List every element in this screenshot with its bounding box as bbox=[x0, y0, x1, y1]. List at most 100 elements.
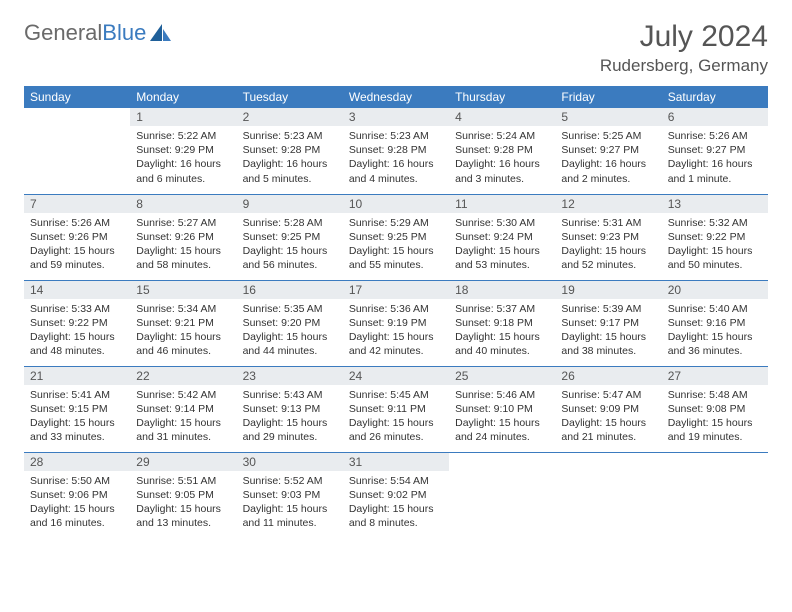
day-number bbox=[24, 108, 130, 112]
daylight-line: Daylight: 15 hours and 58 minutes. bbox=[136, 244, 230, 272]
day-body: Sunrise: 5:43 AMSunset: 9:13 PMDaylight:… bbox=[237, 385, 343, 449]
sunset-line: Sunset: 9:09 PM bbox=[561, 402, 655, 416]
day-number: 14 bbox=[24, 281, 130, 299]
dow-tue: Tuesday bbox=[237, 86, 343, 108]
day-body: Sunrise: 5:50 AMSunset: 9:06 PMDaylight:… bbox=[24, 471, 130, 535]
sunrise-line: Sunrise: 5:43 AM bbox=[243, 388, 337, 402]
day-body: Sunrise: 5:27 AMSunset: 9:26 PMDaylight:… bbox=[130, 213, 236, 277]
day-body: Sunrise: 5:30 AMSunset: 9:24 PMDaylight:… bbox=[449, 213, 555, 277]
calendar-day: 25Sunrise: 5:46 AMSunset: 9:10 PMDayligh… bbox=[449, 366, 555, 452]
calendar-day: 22Sunrise: 5:42 AMSunset: 9:14 PMDayligh… bbox=[130, 366, 236, 452]
day-body: Sunrise: 5:26 AMSunset: 9:27 PMDaylight:… bbox=[662, 126, 768, 190]
day-number bbox=[449, 453, 555, 457]
day-body: Sunrise: 5:36 AMSunset: 9:19 PMDaylight:… bbox=[343, 299, 449, 363]
sunrise-line: Sunrise: 5:47 AM bbox=[561, 388, 655, 402]
daylight-line: Daylight: 15 hours and 16 minutes. bbox=[30, 502, 124, 530]
dow-mon: Monday bbox=[130, 86, 236, 108]
daylight-line: Daylight: 15 hours and 13 minutes. bbox=[136, 502, 230, 530]
daylight-line: Daylight: 16 hours and 5 minutes. bbox=[243, 157, 337, 185]
daylight-line: Daylight: 15 hours and 11 minutes. bbox=[243, 502, 337, 530]
day-number: 5 bbox=[555, 108, 661, 126]
calendar-day: 18Sunrise: 5:37 AMSunset: 9:18 PMDayligh… bbox=[449, 280, 555, 366]
daylight-line: Daylight: 16 hours and 3 minutes. bbox=[455, 157, 549, 185]
sunset-line: Sunset: 9:19 PM bbox=[349, 316, 443, 330]
dow-thu: Thursday bbox=[449, 86, 555, 108]
page-header: GeneralBlue July 2024 Rudersberg, German… bbox=[24, 20, 768, 76]
day-body: Sunrise: 5:52 AMSunset: 9:03 PMDaylight:… bbox=[237, 471, 343, 535]
calendar-day bbox=[24, 108, 130, 194]
day-number: 16 bbox=[237, 281, 343, 299]
sunset-line: Sunset: 9:28 PM bbox=[349, 143, 443, 157]
brand-part2: Blue bbox=[102, 20, 146, 46]
sunset-line: Sunset: 9:22 PM bbox=[30, 316, 124, 330]
sunset-line: Sunset: 9:13 PM bbox=[243, 402, 337, 416]
calendar-day: 13Sunrise: 5:32 AMSunset: 9:22 PMDayligh… bbox=[662, 194, 768, 280]
sunset-line: Sunset: 9:25 PM bbox=[349, 230, 443, 244]
daylight-line: Daylight: 15 hours and 53 minutes. bbox=[455, 244, 549, 272]
calendar-day: 3Sunrise: 5:23 AMSunset: 9:28 PMDaylight… bbox=[343, 108, 449, 194]
calendar-table: Sunday Monday Tuesday Wednesday Thursday… bbox=[24, 86, 768, 538]
day-body: Sunrise: 5:34 AMSunset: 9:21 PMDaylight:… bbox=[130, 299, 236, 363]
sunset-line: Sunset: 9:27 PM bbox=[668, 143, 762, 157]
day-number: 21 bbox=[24, 367, 130, 385]
calendar-week: 28Sunrise: 5:50 AMSunset: 9:06 PMDayligh… bbox=[24, 452, 768, 538]
daylight-line: Daylight: 15 hours and 44 minutes. bbox=[243, 330, 337, 358]
sunrise-line: Sunrise: 5:23 AM bbox=[349, 129, 443, 143]
calendar-week: 1Sunrise: 5:22 AMSunset: 9:29 PMDaylight… bbox=[24, 108, 768, 194]
calendar-day: 26Sunrise: 5:47 AMSunset: 9:09 PMDayligh… bbox=[555, 366, 661, 452]
sunrise-line: Sunrise: 5:28 AM bbox=[243, 216, 337, 230]
daylight-line: Daylight: 15 hours and 52 minutes. bbox=[561, 244, 655, 272]
day-body: Sunrise: 5:40 AMSunset: 9:16 PMDaylight:… bbox=[662, 299, 768, 363]
day-number: 20 bbox=[662, 281, 768, 299]
sunset-line: Sunset: 9:21 PM bbox=[136, 316, 230, 330]
day-body: Sunrise: 5:24 AMSunset: 9:28 PMDaylight:… bbox=[449, 126, 555, 190]
day-number bbox=[555, 453, 661, 457]
daylight-line: Daylight: 16 hours and 2 minutes. bbox=[561, 157, 655, 185]
day-body: Sunrise: 5:25 AMSunset: 9:27 PMDaylight:… bbox=[555, 126, 661, 190]
day-body: Sunrise: 5:47 AMSunset: 9:09 PMDaylight:… bbox=[555, 385, 661, 449]
daylight-line: Daylight: 15 hours and 46 minutes. bbox=[136, 330, 230, 358]
day-number: 7 bbox=[24, 195, 130, 213]
day-number: 23 bbox=[237, 367, 343, 385]
sunrise-line: Sunrise: 5:37 AM bbox=[455, 302, 549, 316]
day-number: 26 bbox=[555, 367, 661, 385]
sunset-line: Sunset: 9:23 PM bbox=[561, 230, 655, 244]
day-body: Sunrise: 5:31 AMSunset: 9:23 PMDaylight:… bbox=[555, 213, 661, 277]
day-number: 10 bbox=[343, 195, 449, 213]
calendar-day: 27Sunrise: 5:48 AMSunset: 9:08 PMDayligh… bbox=[662, 366, 768, 452]
daylight-line: Daylight: 15 hours and 33 minutes. bbox=[30, 416, 124, 444]
calendar-body: 1Sunrise: 5:22 AMSunset: 9:29 PMDaylight… bbox=[24, 108, 768, 538]
day-number: 27 bbox=[662, 367, 768, 385]
calendar-day: 2Sunrise: 5:23 AMSunset: 9:28 PMDaylight… bbox=[237, 108, 343, 194]
sunset-line: Sunset: 9:22 PM bbox=[668, 230, 762, 244]
sunrise-line: Sunrise: 5:22 AM bbox=[136, 129, 230, 143]
brand-part1: General bbox=[24, 20, 102, 46]
location-label: Rudersberg, Germany bbox=[600, 56, 768, 76]
day-body: Sunrise: 5:48 AMSunset: 9:08 PMDaylight:… bbox=[662, 385, 768, 449]
sunset-line: Sunset: 9:26 PM bbox=[30, 230, 124, 244]
sunrise-line: Sunrise: 5:31 AM bbox=[561, 216, 655, 230]
sunrise-line: Sunrise: 5:52 AM bbox=[243, 474, 337, 488]
calendar-day bbox=[662, 452, 768, 538]
day-number: 13 bbox=[662, 195, 768, 213]
calendar-day: 6Sunrise: 5:26 AMSunset: 9:27 PMDaylight… bbox=[662, 108, 768, 194]
dow-fri: Friday bbox=[555, 86, 661, 108]
sunset-line: Sunset: 9:27 PM bbox=[561, 143, 655, 157]
daylight-line: Daylight: 16 hours and 4 minutes. bbox=[349, 157, 443, 185]
daylight-line: Daylight: 15 hours and 42 minutes. bbox=[349, 330, 443, 358]
sunset-line: Sunset: 9:06 PM bbox=[30, 488, 124, 502]
daylight-line: Daylight: 15 hours and 38 minutes. bbox=[561, 330, 655, 358]
day-number: 18 bbox=[449, 281, 555, 299]
calendar-day: 20Sunrise: 5:40 AMSunset: 9:16 PMDayligh… bbox=[662, 280, 768, 366]
daylight-line: Daylight: 15 hours and 29 minutes. bbox=[243, 416, 337, 444]
daylight-line: Daylight: 15 hours and 21 minutes. bbox=[561, 416, 655, 444]
daylight-line: Daylight: 15 hours and 8 minutes. bbox=[349, 502, 443, 530]
daylight-line: Daylight: 15 hours and 40 minutes. bbox=[455, 330, 549, 358]
calendar-day: 29Sunrise: 5:51 AMSunset: 9:05 PMDayligh… bbox=[130, 452, 236, 538]
sunset-line: Sunset: 9:29 PM bbox=[136, 143, 230, 157]
day-body: Sunrise: 5:32 AMSunset: 9:22 PMDaylight:… bbox=[662, 213, 768, 277]
calendar-day: 12Sunrise: 5:31 AMSunset: 9:23 PMDayligh… bbox=[555, 194, 661, 280]
calendar-day: 8Sunrise: 5:27 AMSunset: 9:26 PMDaylight… bbox=[130, 194, 236, 280]
sunrise-line: Sunrise: 5:29 AM bbox=[349, 216, 443, 230]
dow-sat: Saturday bbox=[662, 86, 768, 108]
